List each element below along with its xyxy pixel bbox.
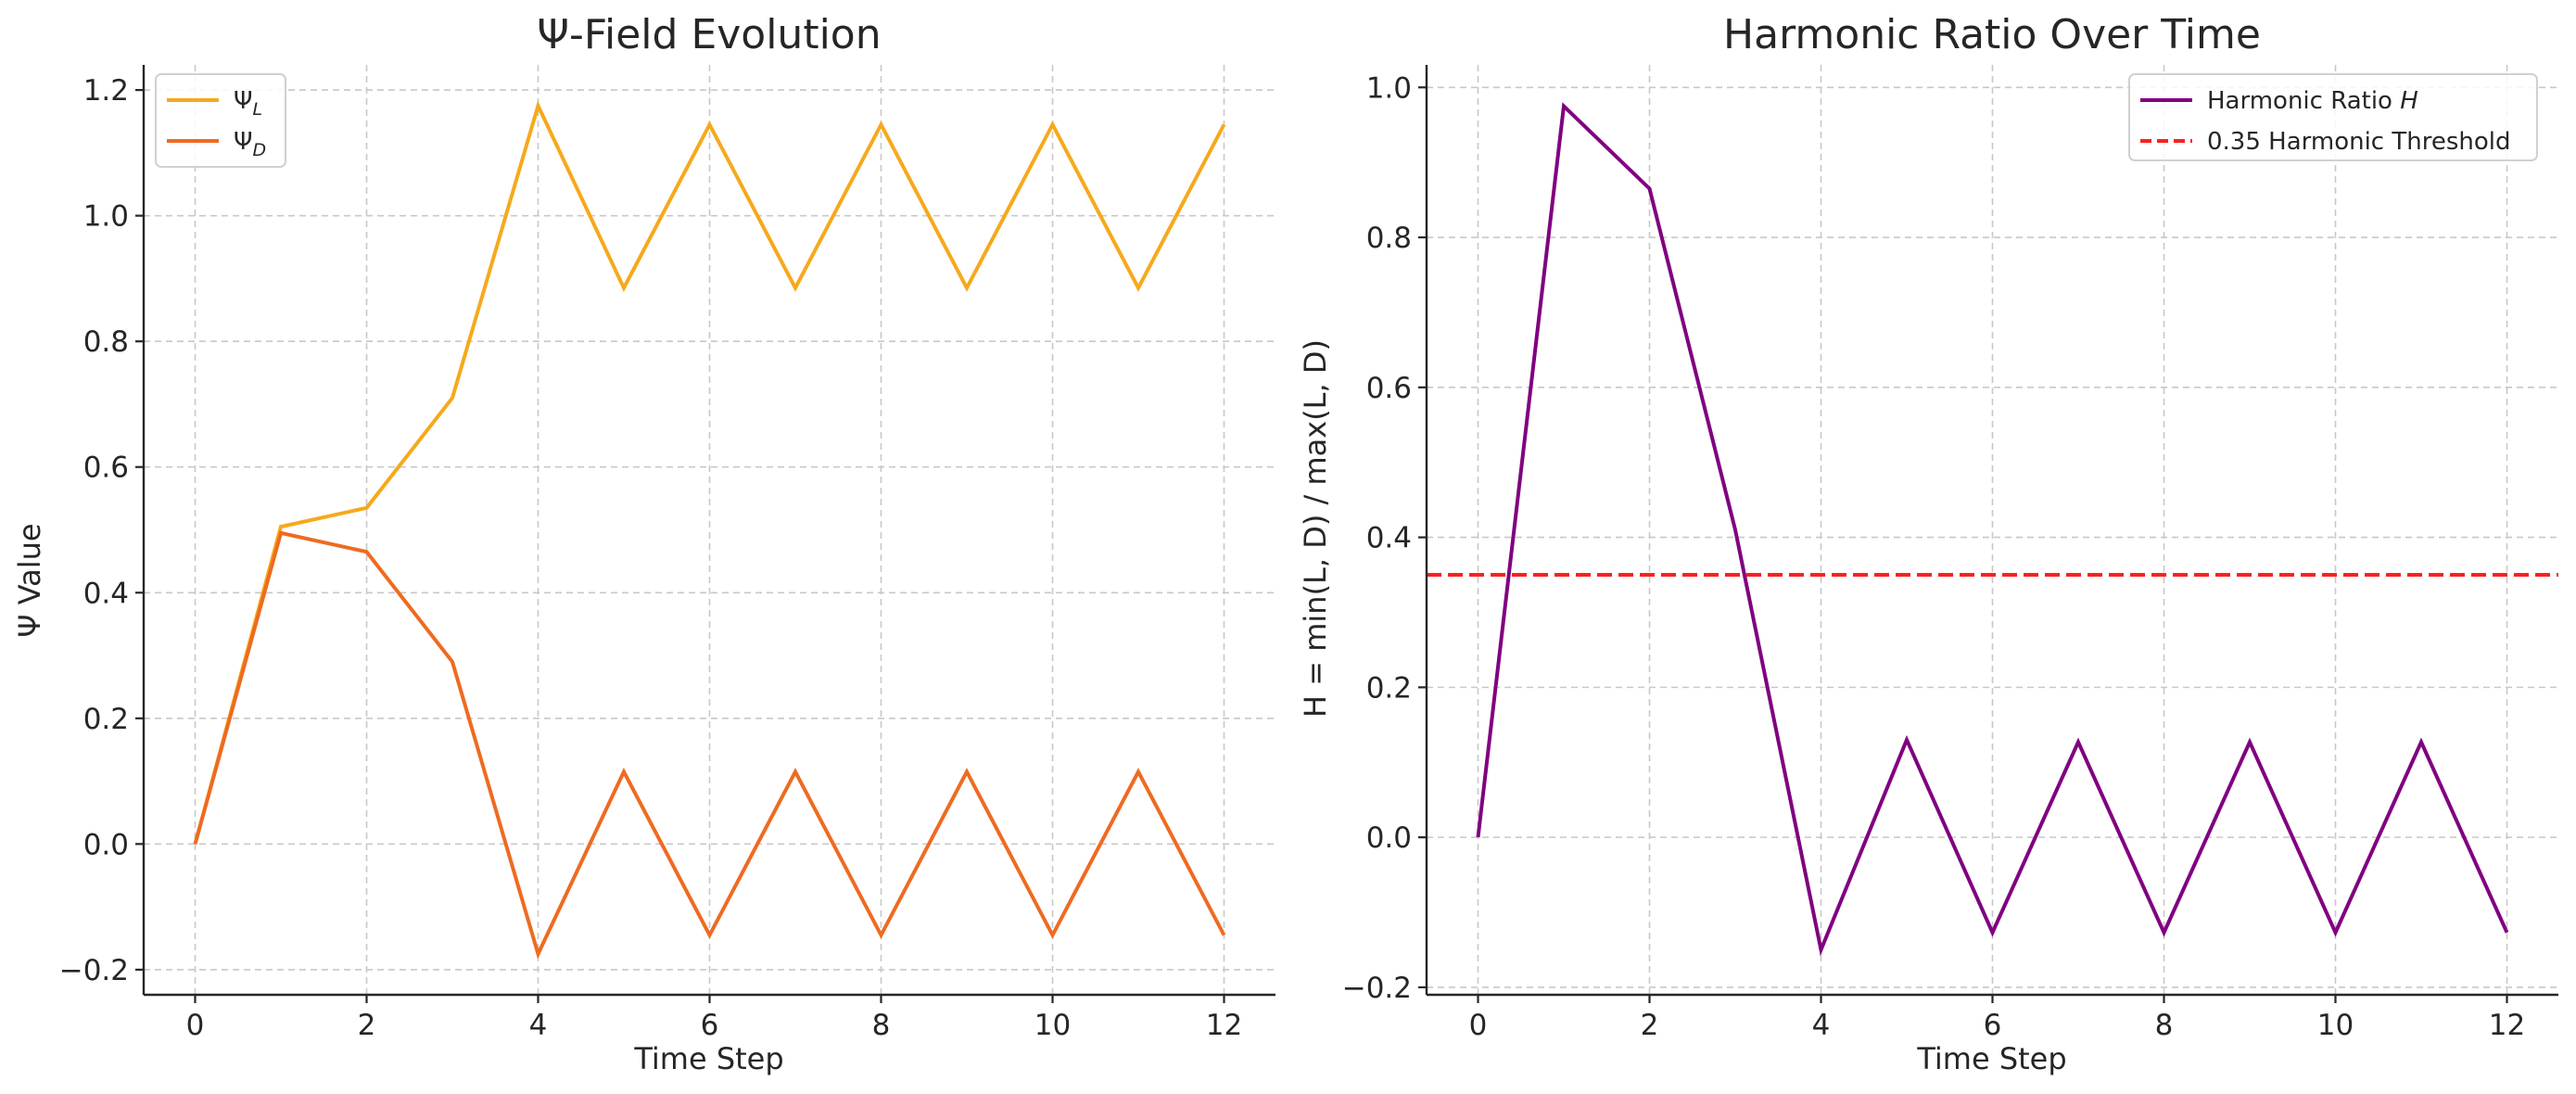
x-axis-label: Time Step (633, 1041, 783, 1076)
axes: 0 2 4 6 8 10 12 −0.2 0.0 0.2 0.4 0.6 0.8 1.0 (1342, 65, 2558, 1042)
y-tick-label: 1.0 (83, 200, 129, 234)
legend-box (155, 73, 286, 168)
x-tick-label: 4 (1812, 1009, 1831, 1042)
x-tick-label: 8 (2155, 1009, 2174, 1042)
x-tick-label: 2 (358, 1009, 376, 1042)
x-tick-label: 6 (701, 1009, 719, 1042)
legend-box (2128, 73, 2538, 161)
psi-field-panel: Ψ-Field Evolution 0 2 4 6 8 10 12 −0.2 0.0 0.2 0.4… (12, 11, 1275, 1076)
x-axis-label: Time Step (1916, 1041, 2066, 1076)
x-tick-label: 0 (186, 1009, 205, 1042)
x-tick-label: 10 (1034, 1009, 1071, 1042)
x-tick-label: 12 (1206, 1009, 1242, 1042)
series-layer (193, 100, 1226, 960)
y-tick-label: −0.2 (59, 954, 129, 987)
legend-label: Harmonic Ratio H (2207, 87, 2418, 115)
x-tick-label: 4 (529, 1009, 548, 1042)
x-tick-label: 6 (1984, 1009, 2002, 1042)
y-tick-label: 0.0 (83, 828, 129, 861)
x-tick-label: 12 (2489, 1009, 2525, 1042)
chart-title: Harmonic Ratio Over Time (1723, 11, 2261, 58)
y-axis-label: Ψ Value (12, 523, 47, 637)
series-line-0 (193, 100, 1226, 845)
legend-label: 0.35 Harmonic Threshold (2207, 128, 2511, 156)
series-line-1 (193, 530, 1226, 960)
y-tick-label: 1.2 (83, 74, 129, 108)
y-tick-label: 0.4 (83, 577, 129, 610)
y-tick-label: 0.2 (83, 703, 129, 736)
y-tick-label: 0.4 (1366, 522, 1412, 555)
series-line-0 (1476, 102, 2509, 957)
x-tick-label: 10 (2317, 1009, 2354, 1042)
legend: Harmonic Ratio H 0.35 Harmonic Threshold (2128, 73, 2538, 161)
grid (144, 65, 1275, 995)
y-tick-label: 0.8 (83, 325, 129, 359)
x-tick-label: 8 (872, 1009, 891, 1042)
axes: 0 2 4 6 8 10 12 −0.2 0.0 0.2 0.4 0.6 0.8 1.0 1.2 (59, 65, 1275, 1042)
y-tick-label: 1.0 (1366, 71, 1412, 105)
y-tick-label: −0.2 (1342, 972, 1412, 1005)
y-tick-label: 0.0 (1366, 821, 1412, 855)
y-tick-label: 0.8 (1366, 222, 1412, 255)
chart-title: Ψ-Field Evolution (537, 11, 881, 58)
y-axis-label: H = min(L, D) / max(L, D) (1298, 339, 1333, 718)
harmonic-ratio-panel: Harmonic Ratio Over Time 0 2 4 6 8 10 12 −0.2 0.… (1298, 11, 2558, 1076)
y-tick-label: 0.2 (1366, 671, 1412, 705)
series-layer (1427, 102, 2558, 957)
x-tick-label: 2 (1641, 1009, 1659, 1042)
y-tick-label: 0.6 (83, 452, 129, 485)
x-tick-label: 0 (1469, 1009, 1488, 1042)
grid (1427, 65, 2558, 995)
y-tick-label: 0.6 (1366, 372, 1412, 405)
